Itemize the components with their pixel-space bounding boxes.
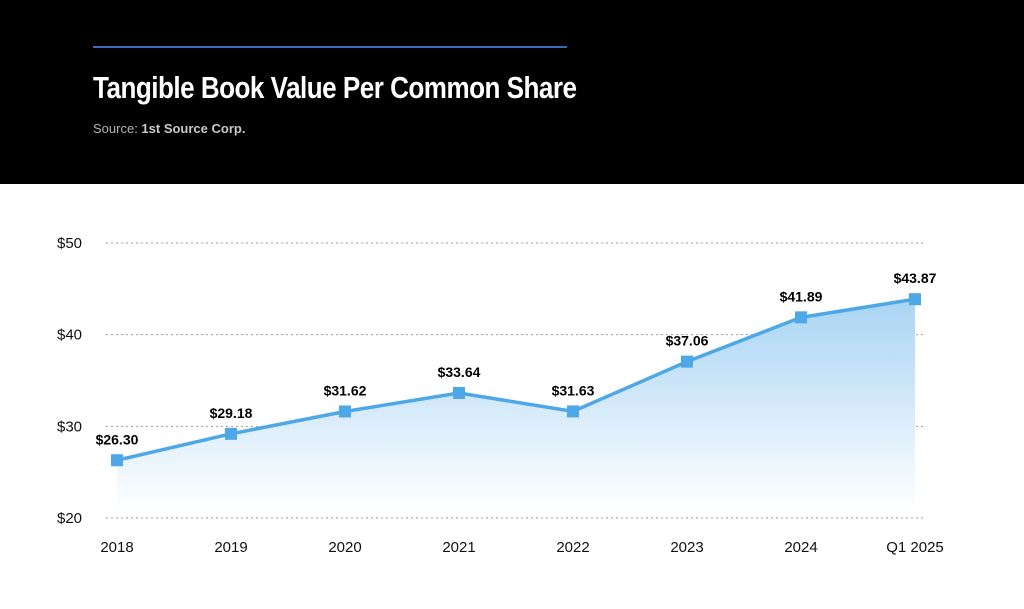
x-tick-label: 2022	[556, 539, 589, 556]
source-prefix: Source:	[93, 121, 142, 136]
data-point-marker	[225, 427, 237, 440]
chart-area: $20 $30 $40 $50 $26.30 2018 $29.18 2019 $31.62 20…	[0, 184, 1024, 604]
series-line	[116, 297, 916, 462]
x-tick-label: 2023	[670, 539, 703, 556]
chart-title: Tangible Book Value Per Common Share	[93, 70, 577, 105]
data-point-marker	[795, 311, 807, 324]
x-tick-label: 2018	[100, 539, 133, 556]
chart-header: Tangible Book Value Per Common Share Sou…	[0, 0, 1024, 184]
line-area-chart: $20 $30 $40 $50 $26.30 2018 $29.18 2019 $31.62 20…	[57, 235, 944, 556]
data-point-marker	[339, 405, 351, 418]
data-label: $29.18	[210, 405, 253, 421]
x-tick-label: 2021	[442, 539, 475, 556]
x-tick-label: 2019	[214, 539, 247, 556]
data-point-marker	[567, 405, 579, 418]
x-tick-label: Q1 2025	[886, 539, 944, 556]
data-point-marker	[681, 355, 693, 368]
header-accent-rule	[93, 46, 567, 48]
source-name: 1st Source Corp.	[141, 121, 246, 136]
y-tick-label: $20	[57, 510, 82, 527]
data-label: $43.87	[894, 270, 937, 286]
y-tick-label: $30	[57, 418, 82, 435]
data-label: $31.62	[324, 382, 367, 398]
data-point-marker	[111, 454, 123, 467]
y-tick-label: $40	[57, 327, 82, 344]
data-point-marker	[453, 386, 465, 399]
data-label: $33.64	[438, 364, 481, 380]
data-point-marker	[909, 293, 921, 306]
data-label: $26.30	[96, 431, 139, 447]
data-label: $41.89	[780, 288, 823, 304]
data-label: $37.06	[666, 333, 709, 349]
data-label: $31.63	[552, 382, 595, 398]
y-tick-label: $50	[57, 235, 82, 252]
chart-source: Source: 1st Source Corp.	[93, 121, 245, 136]
x-tick-label: 2024	[784, 539, 817, 556]
x-tick-label: 2020	[328, 539, 361, 556]
